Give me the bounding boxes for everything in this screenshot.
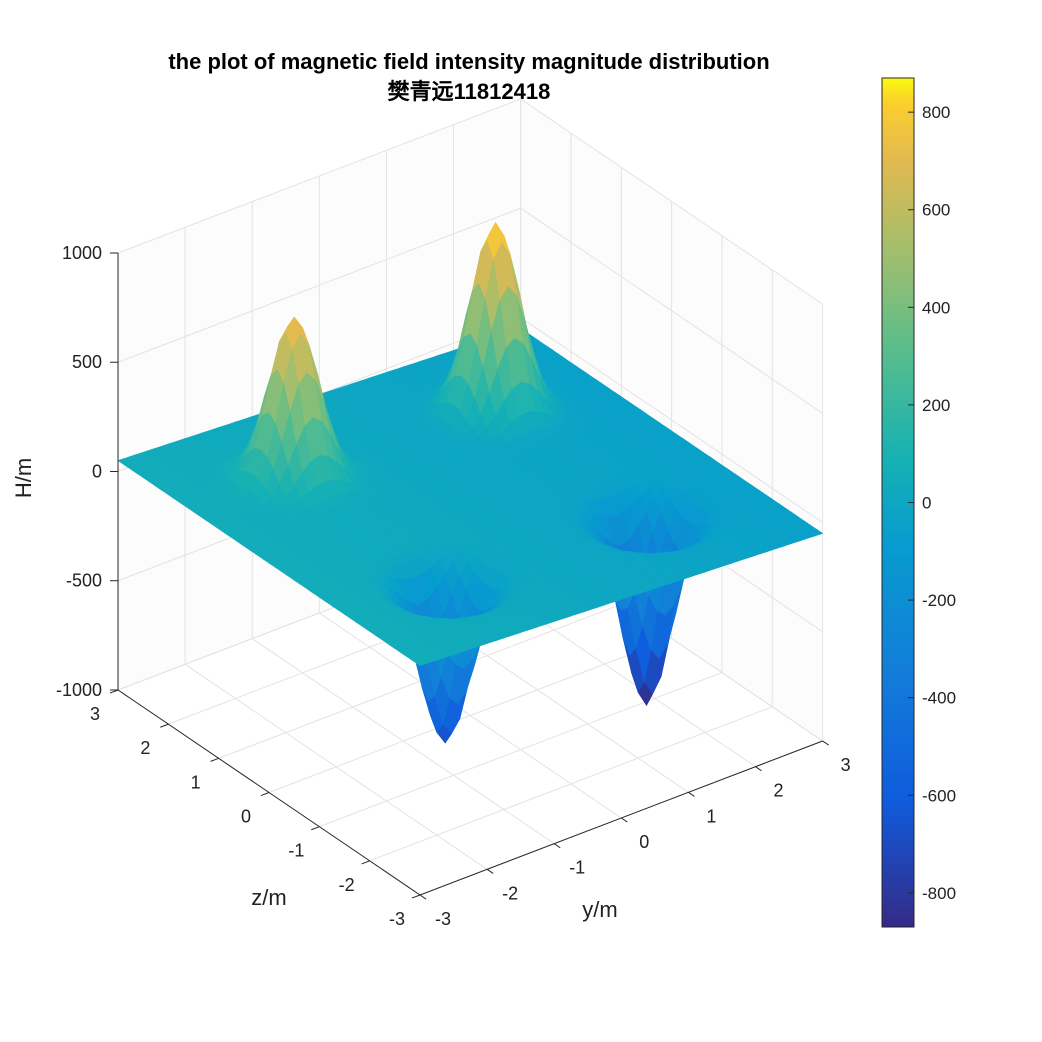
y-tick-label: 2 (773, 781, 783, 801)
y-tick-mark (822, 740, 829, 746)
chart-title-line-1: the plot of magnetic field intensity mag… (168, 49, 769, 74)
colorbar-tick-label: -800 (922, 884, 956, 903)
z-tick-mark (260, 792, 270, 797)
colorbar-tick-label: -200 (922, 591, 956, 610)
z-tick-mark (160, 723, 169, 728)
h-tick-label: -1000 (56, 680, 102, 700)
grid-line (369, 706, 773, 862)
h-tick-label: 500 (72, 352, 102, 372)
z-tick-label: 3 (90, 704, 100, 724)
z-tick-label: -2 (339, 875, 355, 895)
z-tick-label: 2 (140, 738, 150, 758)
surface-patch (413, 658, 430, 666)
y-tick-mark (486, 868, 494, 874)
grid-line (520, 98, 823, 305)
y-tick-mark (419, 894, 427, 900)
y-tick-mark (621, 817, 628, 823)
y-tick-label: 3 (841, 755, 851, 775)
z-axis-label: H/m (11, 458, 36, 498)
h-tick-label: -500 (66, 571, 102, 591)
colorbar-tick-label: -400 (922, 689, 956, 708)
grid-line (117, 98, 521, 254)
chart-title-line-2: 樊青远11812418 (388, 79, 551, 104)
colorbar-tick-label: 400 (922, 298, 950, 317)
z-tick-mark (210, 757, 219, 762)
y-tick-mark (755, 766, 762, 772)
x-axis-label: y/m (582, 897, 617, 922)
grid-line (319, 672, 723, 828)
grid-line (218, 603, 622, 759)
colorbar-tick-label: 600 (922, 201, 950, 220)
z-tick-label: 0 (241, 806, 251, 826)
grid-line (520, 317, 823, 523)
z-tick-label: 1 (191, 772, 201, 792)
h-tick-label: 1000 (62, 243, 102, 263)
z-tick-mark (361, 860, 370, 865)
grid-line (520, 207, 823, 414)
y-tick-label: -1 (569, 858, 585, 878)
chart-title: the plot of magnetic field intensity mag… (168, 49, 769, 104)
grid-line (268, 638, 672, 793)
y-tick-label: 0 (639, 832, 649, 852)
colorbar-tick-label: -600 (922, 786, 956, 805)
colorbar-tick-label: 0 (922, 494, 931, 513)
colorbar-tick-label: 200 (922, 396, 950, 415)
y-tick-mark (553, 843, 561, 849)
z-tick-mark (109, 689, 119, 694)
colorbar: 800 600 400 200 0 -200 -400 -600 -800 (881, 77, 956, 928)
y-tick-mark (688, 791, 695, 797)
z-tick-label: -3 (389, 909, 405, 929)
colorbar-tick-label: 800 (922, 103, 950, 122)
surface-plot (117, 221, 824, 744)
y-tick-label: -3 (435, 909, 451, 929)
y-axis-label: z/m (251, 885, 286, 910)
z-tick-label: -1 (288, 841, 304, 861)
grid-line (117, 207, 521, 363)
z-tick-mark (411, 894, 421, 899)
tick-labels: -3 -2 -1 0 1 2 3 -3 -2 -1 0 1 2 3 -1000 -500 0 500 1000 (56, 243, 851, 929)
z-tick-mark (311, 826, 320, 831)
y-tick-label: -2 (502, 883, 518, 903)
h-tick-label: 0 (92, 461, 102, 481)
y-tick-label: 1 (706, 806, 716, 826)
